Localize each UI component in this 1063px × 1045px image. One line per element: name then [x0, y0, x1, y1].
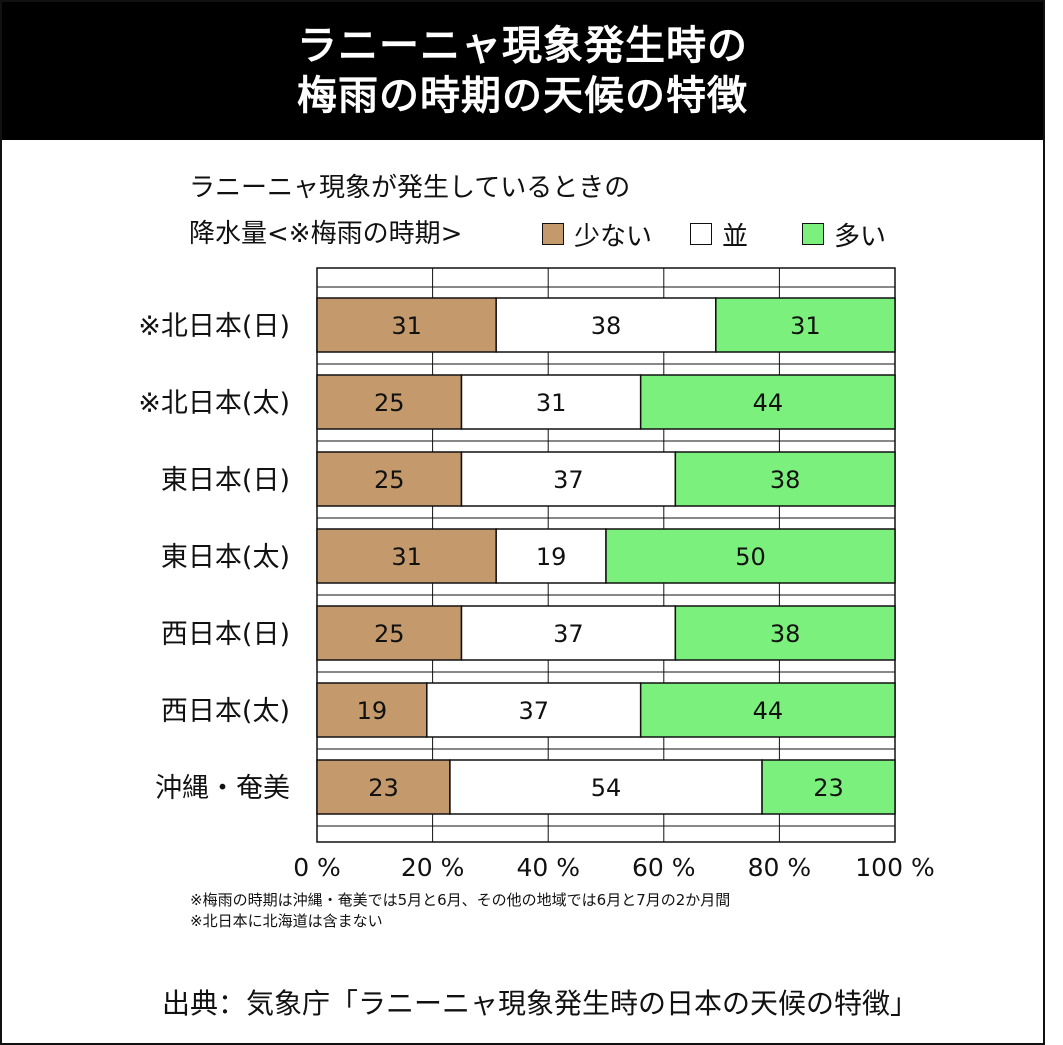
- x-tick-label: 60 %: [632, 853, 696, 882]
- data-label: 38: [591, 312, 622, 340]
- bar-segment: [495, 528, 607, 584]
- bar-segment: [639, 374, 896, 430]
- stacked-bar-chart: 0 % 20 % 40 % 60 % 80 % 100 % 31 38 31 ※北日本(日) 25 3…: [138, 267, 935, 882]
- source-credit: 出典：気象庁「ラニーニャ現象発生時の日本の天候の特徴」: [162, 987, 919, 1020]
- bar-segment: [449, 759, 763, 815]
- data-label: 44: [753, 389, 784, 417]
- category-label: 西日本(日): [161, 619, 290, 650]
- data-label: 23: [368, 774, 399, 802]
- data-label: 19: [357, 697, 388, 725]
- bar-segment: [605, 528, 896, 584]
- x-tick-label: 40 %: [516, 853, 580, 882]
- title-line-1: ラニーニャ現象発生時の: [297, 23, 748, 69]
- category-label: 沖縄・奄美: [155, 773, 290, 804]
- bar-segment: [715, 297, 896, 353]
- category-label: 西日本(太): [161, 696, 290, 727]
- data-label: 25: [374, 620, 405, 648]
- legend-item-normal: 並: [690, 216, 748, 252]
- data-label: 23: [813, 774, 844, 802]
- legend-item-high: 多い: [802, 216, 886, 252]
- data-label: 44: [753, 697, 784, 725]
- legend-label-low: 少ない: [574, 221, 653, 252]
- legend-label-normal: 並: [722, 221, 749, 252]
- data-label: 25: [374, 389, 405, 417]
- bar-segment: [460, 451, 677, 507]
- bar-segment: [316, 682, 428, 738]
- bar-segment: [674, 451, 896, 507]
- data-label: 37: [553, 466, 584, 494]
- footnote-2: ※北日本に北海道は含まない: [190, 912, 383, 930]
- title-banner: ラニーニャ現象発生時の 梅雨の時期の天候の特徴: [2, 2, 1043, 140]
- bar-segment: [460, 605, 677, 661]
- bar-segment: [316, 374, 463, 430]
- data-label: 38: [770, 466, 801, 494]
- chart-subtitle-line-2: 降水量<※梅雨の時期>: [189, 219, 463, 249]
- legend-item-low: 少ない: [542, 216, 652, 252]
- data-label: 37: [553, 620, 584, 648]
- legend-label-high: 多い: [834, 221, 887, 252]
- bar-segment: [639, 682, 896, 738]
- legend-swatch-low: [542, 223, 564, 245]
- category-label: ※北日本(太): [138, 388, 290, 419]
- bar-segment: [316, 297, 497, 353]
- x-tick-label: 20 %: [401, 853, 465, 882]
- bar-segment: [761, 759, 896, 815]
- legend-swatch-high: [802, 223, 824, 245]
- data-label: 31: [536, 389, 567, 417]
- data-label: 50: [735, 543, 766, 571]
- data-label: 25: [374, 466, 405, 494]
- x-tick-label: 100 %: [855, 853, 934, 882]
- data-label: 54: [591, 774, 622, 802]
- category-label: ※北日本(日): [138, 311, 290, 342]
- bar-segment: [316, 605, 463, 661]
- category-label: 東日本(太): [161, 542, 290, 573]
- data-label: 31: [790, 312, 821, 340]
- data-label: 38: [770, 620, 801, 648]
- bar-segment: [426, 682, 642, 738]
- category-label: 東日本(日): [161, 465, 290, 496]
- data-label: 31: [391, 543, 422, 571]
- x-tick-label: 80 %: [748, 853, 812, 882]
- title-line-2: 梅雨の時期の天候の特徴: [297, 73, 748, 119]
- bar-segment: [316, 759, 451, 815]
- x-tick-label: 0 %: [293, 853, 341, 882]
- bar-segment: [495, 297, 717, 353]
- footnote-1: ※梅雨の時期は沖縄・奄美では5月と6月、その他の地域では6月と7月の2か月間: [190, 891, 731, 909]
- bar-segment: [316, 451, 463, 507]
- data-label: 19: [536, 543, 567, 571]
- bar-segment: [674, 605, 896, 661]
- data-label: 37: [518, 697, 549, 725]
- chart-subtitle-line-1: ラニーニャ現象が発生しているときの: [189, 173, 631, 203]
- data-label: 31: [391, 312, 422, 340]
- legend-swatch-normal: [690, 223, 712, 245]
